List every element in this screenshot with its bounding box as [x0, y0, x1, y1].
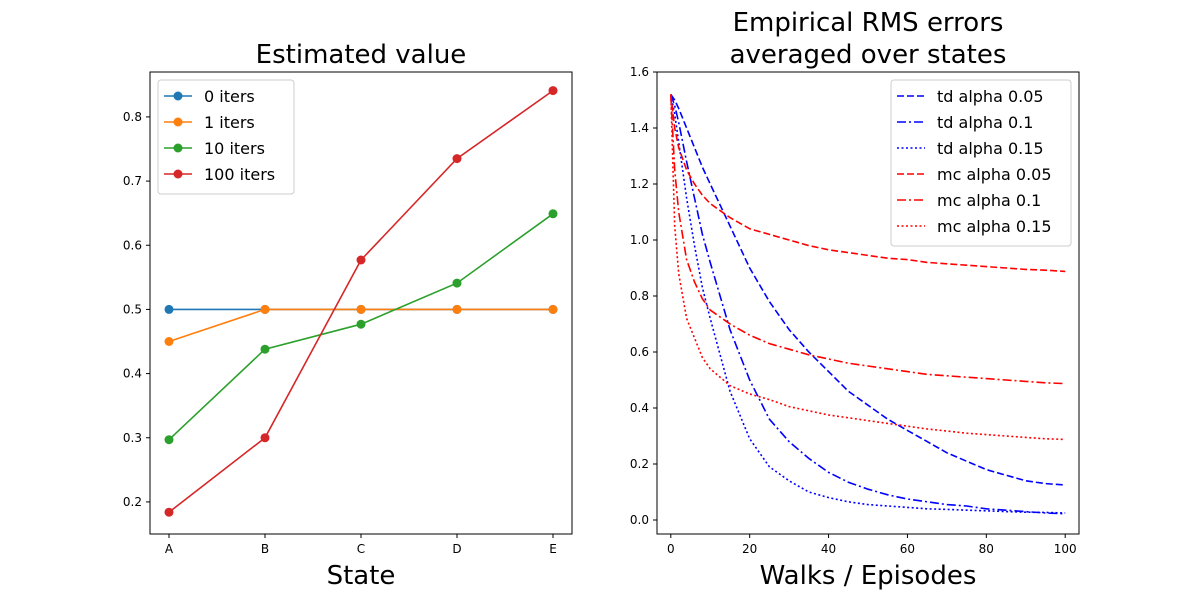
legend-item: mc alpha 0.1 — [897, 191, 1041, 210]
legend-label: mc alpha 0.1 — [937, 191, 1041, 210]
legend-marker — [173, 91, 183, 101]
legend-label: mc alpha 0.15 — [937, 217, 1052, 236]
series-mc-alpha-0_05 — [670, 94, 1066, 273]
y-tick-label: 0.3 — [123, 431, 142, 445]
y-tick-label: 0.6 — [123, 238, 142, 252]
legend: 0 iters 1 iters 10 iters 100 iters — [157, 79, 295, 195]
y-tick-label: 1.2 — [630, 177, 649, 191]
legend-item: 10 iters — [164, 139, 265, 158]
y-tick-label: 0.6 — [630, 345, 649, 359]
x-axis-label: State — [327, 561, 396, 591]
legend-label: td alpha 0.1 — [937, 113, 1033, 132]
y-axis: 0.2 0.3 0.4 0.5 0.6 0.7 0.8 — [123, 110, 150, 509]
data-point — [164, 304, 174, 314]
x-tick-label: 0 — [667, 542, 675, 556]
data-point — [260, 433, 270, 443]
rms-errors-chart: Empirical RMS errors averaged over state… — [630, 8, 1080, 591]
legend-box — [890, 79, 1072, 247]
y-tick-label: 0.4 — [630, 401, 649, 415]
x-tick-label: 20 — [742, 542, 757, 556]
series-td-alpha-0_1 — [670, 94, 1066, 515]
axes-frame — [656, 71, 1080, 535]
legend-label: td alpha 0.15 — [937, 139, 1044, 158]
data-point — [452, 304, 462, 314]
chart-title: Estimated value — [256, 40, 467, 70]
x-tick-label: B — [261, 542, 269, 556]
legend-marker — [173, 169, 183, 179]
y-tick-label: 0.0 — [630, 513, 649, 527]
chart-title-line-1: Empirical RMS errors — [733, 8, 1004, 38]
y-tick-label: 1.4 — [630, 121, 649, 135]
y-axis: 0.0 0.2 0.4 0.6 0.8 1.0 1.2 1.4 1.6 — [630, 65, 657, 527]
y-tick-label: 0.2 — [123, 495, 142, 509]
data-point — [164, 507, 174, 517]
legend-item: td alpha 0.1 — [897, 113, 1033, 132]
legend-item: 1 iters — [164, 113, 255, 132]
legend-item: td alpha 0.05 — [897, 87, 1044, 106]
plot-content — [164, 86, 558, 517]
legend-item: 100 iters — [164, 165, 275, 184]
legend-marker — [173, 143, 183, 153]
data-point — [452, 278, 462, 288]
legend-item: 0 iters — [164, 87, 255, 106]
legend-marker — [173, 117, 183, 127]
x-tick-label: 60 — [900, 542, 915, 556]
legend-item: mc alpha 0.05 — [897, 165, 1052, 184]
x-tick-label: C — [357, 542, 365, 556]
legend-item: td alpha 0.15 — [897, 139, 1044, 158]
x-tick-label: 40 — [821, 542, 836, 556]
series-td-alpha-0_15 — [670, 94, 1066, 514]
data-point — [548, 209, 558, 219]
x-tick-label: D — [452, 542, 461, 556]
x-tick-label: 100 — [1054, 542, 1077, 556]
x-axis: 0 20 40 60 80 100 — [667, 534, 1077, 556]
series-td-alpha-0_05 — [670, 93, 1066, 486]
series-1-iters — [164, 304, 558, 346]
series-10-iters — [164, 209, 558, 445]
data-point — [356, 304, 366, 314]
x-axis-label: Walks / Episodes — [760, 561, 977, 591]
legend-label: 0 iters — [204, 87, 255, 106]
y-tick-label: 0.4 — [123, 367, 142, 381]
data-point — [356, 255, 366, 265]
y-tick-label: 0.8 — [630, 289, 649, 303]
legend: td alpha 0.05 td alpha 0.1 td alpha 0.15 mc… — [890, 79, 1072, 247]
legend-label: 100 iters — [204, 165, 275, 184]
y-tick-label: 0.2 — [630, 457, 649, 471]
y-tick-label: 1.0 — [630, 233, 649, 247]
data-point — [260, 344, 270, 354]
data-point — [548, 86, 558, 96]
y-tick-label: 0.8 — [123, 110, 142, 124]
x-tick-label: A — [165, 542, 174, 556]
data-point — [452, 154, 462, 164]
data-point — [260, 304, 270, 314]
data-point — [356, 319, 366, 329]
series-mc-alpha-0_1 — [670, 94, 1066, 385]
legend-label: mc alpha 0.05 — [937, 165, 1052, 184]
plot-content — [670, 93, 1066, 515]
x-axis: A B C D E — [165, 534, 557, 556]
y-tick-label: 0.5 — [123, 302, 142, 316]
data-point — [548, 304, 558, 314]
estimated-value-chart: Estimated value A B C D E 0.2 0.3 0.4 0.5 0.6 0.7… — [123, 40, 573, 591]
y-tick-label: 1.6 — [630, 65, 649, 79]
legend-label: td alpha 0.05 — [937, 87, 1044, 106]
data-point — [164, 337, 174, 346]
y-tick-label: 0.7 — [123, 174, 142, 188]
legend-item: mc alpha 0.15 — [897, 217, 1052, 236]
chart-title-line-2: averaged over states — [730, 40, 1007, 70]
x-tick-label: E — [549, 542, 557, 556]
x-tick-label: 80 — [979, 542, 994, 556]
data-point — [164, 435, 174, 445]
series-mc-alpha-0_15 — [670, 94, 1066, 441]
legend-label: 10 iters — [204, 139, 265, 158]
legend-box — [157, 79, 295, 195]
series-100-iters — [164, 86, 558, 517]
legend-label: 1 iters — [204, 113, 255, 132]
